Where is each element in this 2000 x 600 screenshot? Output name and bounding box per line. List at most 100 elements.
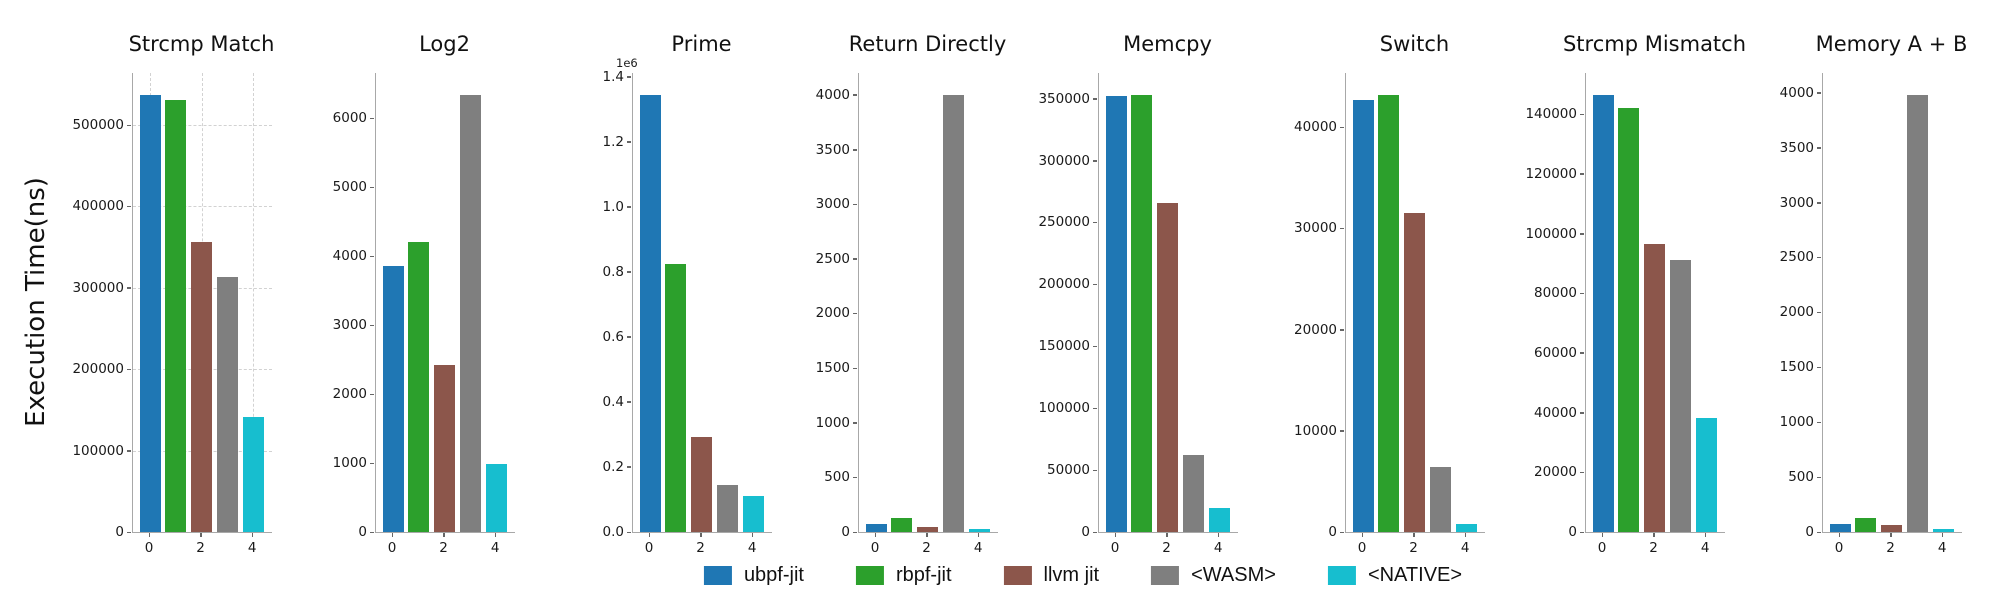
x-tick <box>148 533 150 537</box>
y-tick <box>1340 227 1344 230</box>
y-tick <box>627 76 631 78</box>
bar-rbpf-jit <box>408 241 430 532</box>
y-tick <box>1817 92 1821 94</box>
x-tick-label: 4 <box>490 540 500 556</box>
bar-ubpf-jit <box>1829 524 1851 532</box>
x-tick-label: 0 <box>144 540 154 556</box>
x-tick-label: 0 <box>1110 540 1120 556</box>
bar-native <box>1455 524 1477 532</box>
y-tick <box>1817 366 1821 369</box>
y-tick-label: 1500 <box>815 360 850 377</box>
y-tick <box>127 287 131 289</box>
y-tick-label: 1500 <box>1779 359 1814 376</box>
x-tick <box>200 533 202 537</box>
chart-title-log2: Log2 <box>419 32 470 56</box>
x-tick <box>1890 533 1892 537</box>
y-tick <box>1580 233 1584 235</box>
y-tick <box>1093 345 1097 348</box>
x-tick <box>700 533 702 537</box>
y-tick <box>853 94 857 96</box>
bar-llvm-jit <box>691 437 713 532</box>
y-tick-label: 0 <box>358 524 367 540</box>
y-tick <box>127 450 131 452</box>
y-tick-label: 500 <box>1788 469 1814 486</box>
legend-swatch-native <box>1327 566 1356 585</box>
legend: ubpf-jit rbpf-jit llvm jit <WASM> <NATIVE> <box>703 564 1462 587</box>
y-tick <box>627 401 631 403</box>
y-tick <box>1580 352 1584 354</box>
x-tick-label: 2 <box>196 540 205 556</box>
x-tick <box>751 533 754 537</box>
x-tick <box>443 533 445 537</box>
y-tick-label: 3500 <box>1779 139 1814 156</box>
chart-title-strcmp-match: Strcmp Match <box>128 32 275 56</box>
y-tick <box>853 203 857 206</box>
bar-wasm <box>1669 260 1691 532</box>
y-tick <box>1580 412 1584 414</box>
plot-area <box>1098 73 1238 533</box>
y-tick <box>127 531 131 533</box>
x-tick <box>1704 533 1707 537</box>
bar-native <box>485 463 507 532</box>
x-tick <box>1217 533 1220 537</box>
bar-llvm-jit <box>917 527 939 532</box>
legend-item-wasm: <WASM> <box>1151 564 1276 587</box>
x-tick-label: 2 <box>1409 540 1418 556</box>
chart-title-memcpy: Memcpy <box>1123 32 1212 56</box>
y-tick <box>853 149 857 151</box>
x-tick <box>1838 533 1840 537</box>
y-tick-label: 100000 <box>72 442 124 459</box>
y-tick-label: 1.2 <box>602 133 624 150</box>
y-tick <box>1580 531 1584 533</box>
chart-title-strcmp-mismatch: Strcmp Mismatch <box>1562 32 1747 56</box>
y-tick <box>370 393 374 396</box>
x-tick-label: 4 <box>1700 540 1710 556</box>
chart-title-switch: Switch <box>1379 32 1450 56</box>
y-tick-label: 200000 <box>1038 276 1090 293</box>
y-tick-label: 6000 <box>332 110 367 127</box>
legend-swatch-ubpf-jit <box>703 566 732 585</box>
legend-swatch-rbpf-jit <box>855 566 884 585</box>
y-tick-label: 5000 <box>332 179 367 196</box>
y-tick-label: 350000 <box>1038 90 1090 107</box>
x-tick <box>977 533 980 537</box>
x-tick <box>391 533 393 537</box>
y-tick <box>370 117 374 120</box>
legend-label: llvm jit <box>1043 564 1100 586</box>
y-tick <box>627 206 631 208</box>
y-tick <box>127 124 131 126</box>
y-tick-label: 500000 <box>72 117 124 133</box>
y-axis-offset-label: 1e6 <box>616 56 638 70</box>
y-tick-label: 3500 <box>815 141 850 158</box>
y-tick <box>1817 311 1821 314</box>
y-tick <box>1093 98 1097 100</box>
y-tick-label: 0 <box>115 524 124 540</box>
bar-rbpf-jit <box>1855 517 1877 532</box>
x-tick <box>926 533 928 537</box>
y-tick <box>1580 173 1584 175</box>
y-tick-label: 50000 <box>1047 462 1090 479</box>
x-tick-label: 4 <box>1460 540 1470 556</box>
y-tick-label: 0.8 <box>602 263 624 280</box>
y-tick-label: 2000 <box>815 305 850 322</box>
bar-native <box>968 529 990 532</box>
x-tick-label: 4 <box>747 540 757 556</box>
x-tick-label: 2 <box>1649 540 1658 556</box>
x-tick-label: 4 <box>1213 540 1223 556</box>
y-tick-label: 100000 <box>1525 225 1577 242</box>
bar-native <box>1695 418 1717 532</box>
legend-item-ubpf-jit: ubpf-jit <box>703 564 804 587</box>
bar-llvm-jit <box>434 364 456 532</box>
y-tick-label: 0 <box>1081 524 1090 540</box>
bar-rbpf-jit <box>1131 94 1153 532</box>
y-tick <box>853 422 857 424</box>
bar-wasm <box>942 94 964 532</box>
x-tick <box>251 533 254 537</box>
y-tick-label: 3000 <box>815 196 850 213</box>
bar-ubpf-jit <box>865 524 887 532</box>
chart-title-return-directly: Return Directly <box>848 32 1007 56</box>
y-tick-label: 80000 <box>1534 285 1577 302</box>
legend-swatch-llvm-jit <box>1003 566 1032 585</box>
bar-ubpf-jit <box>1352 99 1374 532</box>
y-tick <box>853 531 857 533</box>
